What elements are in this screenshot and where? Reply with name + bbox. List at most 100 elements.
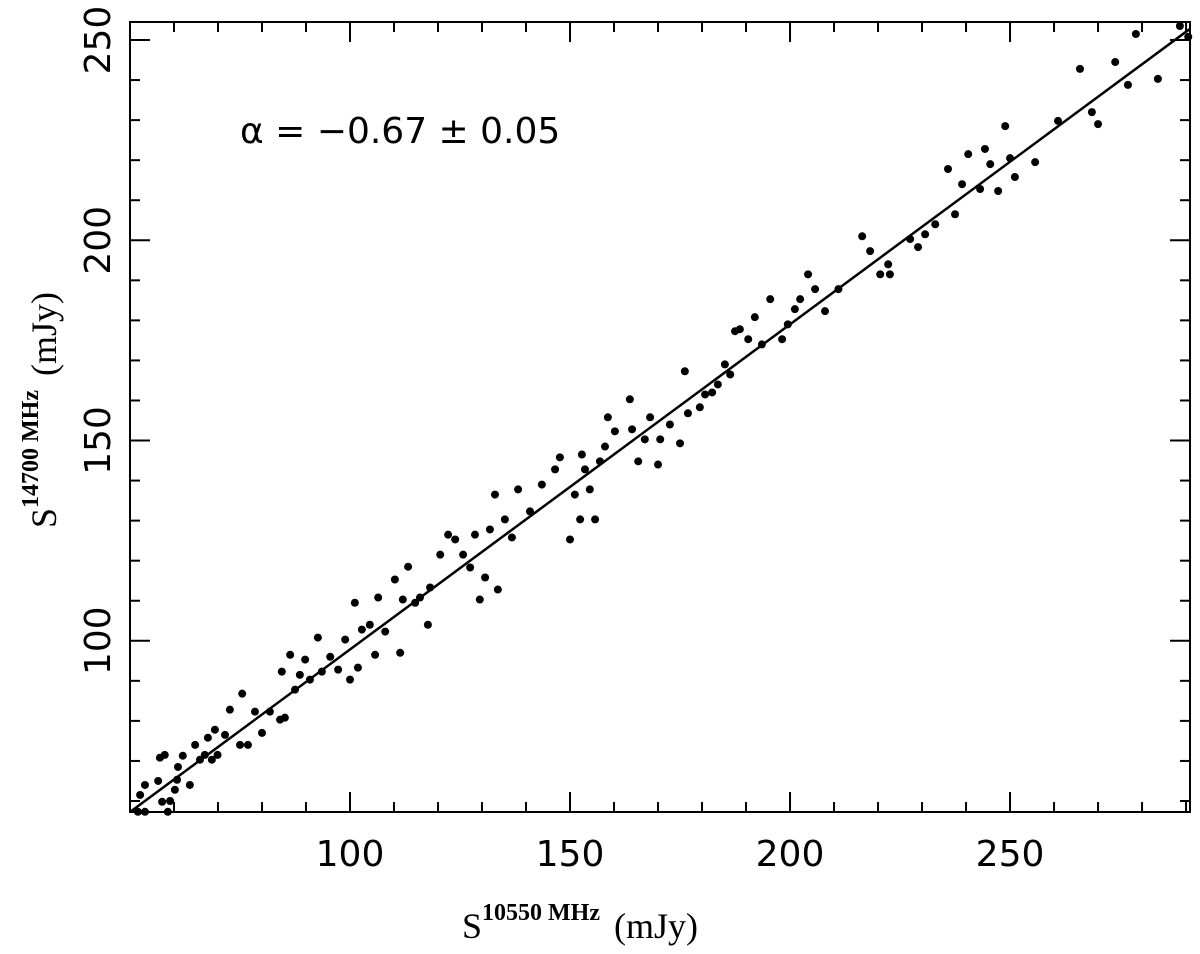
y-label-base: S <box>24 508 64 528</box>
point <box>154 776 163 785</box>
point <box>654 460 663 469</box>
point <box>986 160 995 169</box>
point <box>790 305 799 314</box>
x-tick-label: 150 <box>536 834 605 875</box>
point <box>726 370 735 379</box>
point <box>295 670 304 679</box>
point <box>555 453 564 462</box>
point <box>821 307 830 316</box>
point <box>514 485 523 494</box>
point <box>625 395 634 404</box>
point <box>683 409 692 418</box>
point <box>326 652 335 661</box>
y-tick-label: 100 <box>78 606 119 675</box>
point <box>466 563 475 572</box>
point <box>585 485 594 494</box>
point <box>834 285 843 294</box>
point <box>958 180 967 189</box>
point <box>525 507 534 516</box>
point <box>778 335 787 344</box>
point <box>185 780 194 789</box>
x-label-sup: 10550 MHz <box>482 900 600 926</box>
x-tick-label: 250 <box>976 834 1045 875</box>
y-tick-label: 200 <box>78 206 119 275</box>
point <box>750 313 759 322</box>
point <box>665 420 674 429</box>
point <box>603 413 612 422</box>
point <box>411 598 420 607</box>
x-label-base: S <box>462 906 482 946</box>
point <box>265 707 274 716</box>
y-tick-label: 150 <box>78 406 119 475</box>
point <box>628 425 637 434</box>
x-label-unit: (mJy) <box>614 906 698 946</box>
point <box>493 585 502 594</box>
plot-frame <box>129 21 1191 813</box>
point <box>381 627 390 636</box>
point <box>225 705 234 714</box>
point <box>500 515 509 524</box>
point <box>577 450 586 459</box>
point <box>170 785 179 794</box>
point <box>610 427 619 436</box>
point <box>140 807 149 816</box>
point <box>140 780 149 789</box>
y-label-unit: (mJy) <box>24 292 64 376</box>
point <box>1111 58 1120 67</box>
point <box>210 725 219 734</box>
point <box>236 740 245 749</box>
point <box>291 685 300 694</box>
point <box>576 515 585 524</box>
point <box>485 525 494 534</box>
point <box>680 367 689 376</box>
point <box>243 740 252 749</box>
y-tick-label: 250 <box>78 6 119 75</box>
point <box>136 790 145 799</box>
point <box>796 295 805 304</box>
point <box>213 750 222 759</box>
point <box>676 439 685 448</box>
point <box>931 220 940 229</box>
point <box>277 667 286 676</box>
point <box>133 807 142 816</box>
point <box>490 490 499 499</box>
point <box>346 675 355 684</box>
point <box>720 360 729 369</box>
point <box>551 465 560 474</box>
point <box>280 713 289 722</box>
point <box>701 390 710 399</box>
point <box>444 530 453 539</box>
point <box>158 797 167 806</box>
point <box>708 388 717 397</box>
point <box>1094 120 1103 129</box>
point <box>884 260 893 269</box>
point <box>301 655 310 664</box>
y-axis-label: S14700 MHz (mJy) <box>18 292 65 528</box>
point <box>766 295 775 304</box>
point <box>334 665 343 674</box>
point <box>570 490 579 499</box>
point <box>858 232 867 241</box>
point <box>980 144 989 153</box>
point <box>390 575 399 584</box>
point <box>481 573 490 582</box>
point <box>566 535 575 544</box>
point <box>451 535 460 544</box>
point <box>365 620 374 629</box>
point <box>783 320 792 329</box>
point <box>634 457 643 466</box>
point <box>885 270 894 279</box>
point <box>423 620 432 629</box>
point <box>1075 64 1084 73</box>
point <box>166 796 175 805</box>
point <box>250 707 259 716</box>
point <box>470 530 479 539</box>
point <box>459 550 468 559</box>
point <box>757 340 766 349</box>
annotation: α = −0.67 ± 0.05 <box>240 111 560 152</box>
point <box>207 755 216 764</box>
point <box>341 635 350 644</box>
point <box>357 625 366 634</box>
point <box>286 650 295 659</box>
point <box>238 689 247 698</box>
